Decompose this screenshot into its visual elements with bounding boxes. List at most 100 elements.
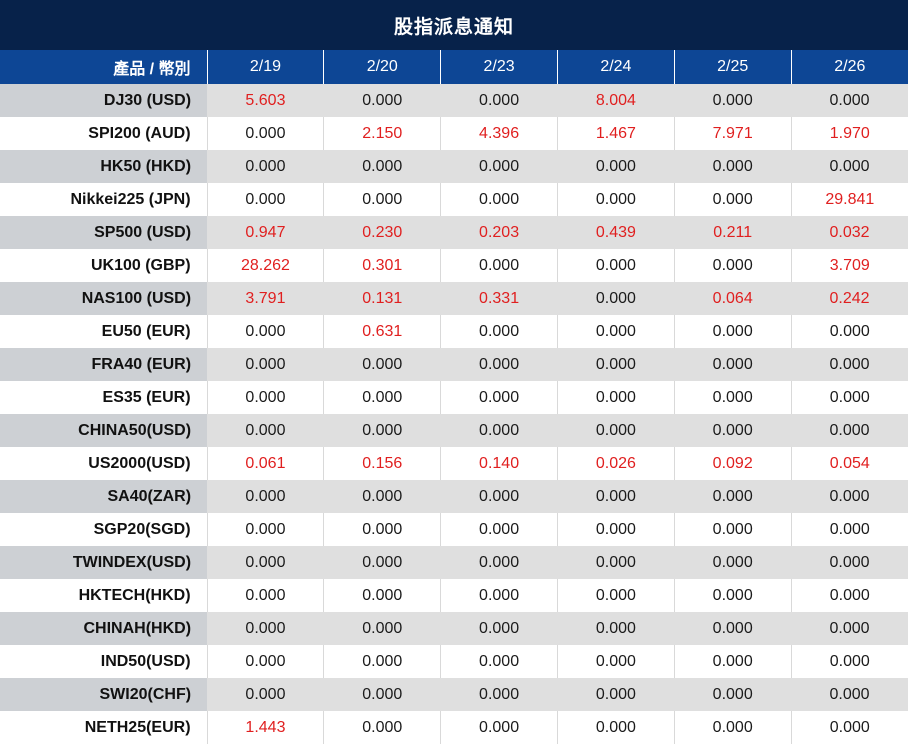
value-cell: 0.000 xyxy=(207,150,324,183)
value-cell: 0.000 xyxy=(206,645,324,678)
value-cell: 0.000 xyxy=(323,645,441,678)
value-cell: 0.000 xyxy=(674,612,792,645)
value-cell: 0.000 xyxy=(557,282,675,315)
table-row: CHINA50(USD) 0.000 0.000 0.000 0.000 0.000 0.0… xyxy=(0,414,908,447)
value-cell: 0.000 xyxy=(440,414,558,447)
value-cell: 0.000 xyxy=(674,84,792,117)
value-cell: 0.000 xyxy=(440,711,558,744)
value-cell: 0.000 xyxy=(440,645,558,678)
value-cell: 0.000 xyxy=(790,711,908,744)
value-cell: 2.150 xyxy=(323,117,441,150)
table-row: HK50 (HKD) 0.000 0.000 0.000 0.000 0.000 0.000 xyxy=(0,150,908,183)
value-cell: 0.000 xyxy=(556,315,675,348)
date-header: 2/19 xyxy=(206,50,324,84)
value-cell: 29.841 xyxy=(790,183,908,216)
value-cell: 0.000 xyxy=(790,381,908,414)
value-cell: 0.061 xyxy=(206,447,324,480)
value-cell: 0.000 xyxy=(673,381,792,414)
product-cell: EU50 (EUR) xyxy=(0,315,208,348)
value-cell: 5.603 xyxy=(207,84,324,117)
value-cell: 0.000 xyxy=(323,711,441,744)
value-cell: 0.000 xyxy=(323,480,441,513)
value-cell: 0.000 xyxy=(206,381,324,414)
value-cell: 0.000 xyxy=(323,546,441,579)
value-cell: 0.000 xyxy=(323,183,441,216)
value-cell: 0.631 xyxy=(323,315,441,348)
value-cell: 0.000 xyxy=(207,348,324,381)
value-cell: 0.000 xyxy=(791,546,908,579)
value-cell: 1.443 xyxy=(206,711,324,744)
table-row: SPI200 (AUD) 0.000 2.150 4.396 1.467 7.971 1.9… xyxy=(0,117,908,150)
product-cell: NETH25(EUR) xyxy=(0,711,208,744)
value-cell: 0.000 xyxy=(791,612,908,645)
table-row: EU50 (EUR) 0.000 0.631 0.000 0.000 0.000 0.000 xyxy=(0,315,908,348)
table-row: TWINDEX(USD) 0.000 0.000 0.000 0.000 0.000 0.0… xyxy=(0,546,908,579)
value-cell: 0.000 xyxy=(791,414,908,447)
value-cell: 0.000 xyxy=(207,546,324,579)
value-cell: 0.000 xyxy=(791,678,908,711)
table-row: SGP20(SGD) 0.000 0.000 0.000 0.000 0.000 0.000 xyxy=(0,513,908,546)
value-cell: 0.000 xyxy=(673,579,792,612)
value-cell: 0.000 xyxy=(323,84,441,117)
product-cell: CHINAH(HKD) xyxy=(0,612,208,645)
table-row: US2000(USD) 0.061 0.156 0.140 0.026 0.092 0.05… xyxy=(0,447,908,480)
value-cell: 0.000 xyxy=(674,480,792,513)
value-cell: 0.211 xyxy=(674,216,792,249)
table-row: DJ30 (USD) 5.603 0.000 0.000 8.004 0.000 0.000 xyxy=(0,84,908,117)
value-cell: 0.064 xyxy=(674,282,792,315)
value-cell: 0.000 xyxy=(791,84,908,117)
value-cell: 0.000 xyxy=(323,678,441,711)
value-cell: 0.000 xyxy=(556,249,675,282)
value-cell: 0.439 xyxy=(557,216,675,249)
value-cell: 3.709 xyxy=(790,249,908,282)
table-row: FRA40 (EUR) 0.000 0.000 0.000 0.000 0.000 0.00… xyxy=(0,348,908,381)
value-cell: 0.000 xyxy=(790,645,908,678)
value-cell: 0.000 xyxy=(790,513,908,546)
date-header: 2/25 xyxy=(673,50,792,84)
value-cell: 0.000 xyxy=(323,513,441,546)
value-cell: 0.947 xyxy=(207,216,324,249)
value-cell: 0.000 xyxy=(674,414,792,447)
value-cell: 0.000 xyxy=(791,480,908,513)
value-cell: 0.000 xyxy=(673,249,792,282)
product-cell: SWI20(CHF) xyxy=(0,678,208,711)
value-cell: 0.000 xyxy=(323,348,441,381)
value-cell: 0.000 xyxy=(790,579,908,612)
value-cell: 0.000 xyxy=(440,678,558,711)
value-cell: 0.000 xyxy=(440,249,558,282)
value-cell: 0.000 xyxy=(674,546,792,579)
value-cell: 0.000 xyxy=(556,183,675,216)
product-cell: HKTECH(HKD) xyxy=(0,579,208,612)
product-cell: Nikkei225 (JPN) xyxy=(0,183,208,216)
value-cell: 0.000 xyxy=(791,348,908,381)
value-cell: 0.000 xyxy=(440,546,558,579)
value-cell: 0.000 xyxy=(207,612,324,645)
value-cell: 0.000 xyxy=(791,150,908,183)
value-cell: 0.000 xyxy=(557,546,675,579)
value-cell: 0.000 xyxy=(673,711,792,744)
value-cell: 0.000 xyxy=(674,678,792,711)
value-cell: 0.054 xyxy=(790,447,908,480)
value-cell: 0.000 xyxy=(674,150,792,183)
value-cell: 0.000 xyxy=(440,381,558,414)
value-cell: 4.396 xyxy=(440,117,558,150)
value-cell: 0.156 xyxy=(323,447,441,480)
date-header: 2/26 xyxy=(790,50,908,84)
product-currency-header: 產品 / 幣別 xyxy=(0,50,208,84)
dividend-table: 產品 / 幣別 2/19 2/20 2/23 2/24 2/25 2/26 DJ30 (U… xyxy=(0,50,908,744)
product-cell: FRA40 (EUR) xyxy=(0,348,208,381)
table-row: CHINAH(HKD) 0.000 0.000 0.000 0.000 0.000 0.00… xyxy=(0,612,908,645)
value-cell: 0.000 xyxy=(207,414,324,447)
value-cell: 0.000 xyxy=(323,150,441,183)
value-cell: 0.000 xyxy=(323,414,441,447)
product-cell: UK100 (GBP) xyxy=(0,249,208,282)
table-row: NAS100 (USD) 3.791 0.131 0.331 0.000 0.064 0.2… xyxy=(0,282,908,315)
value-cell: 0.000 xyxy=(556,711,675,744)
value-cell: 0.203 xyxy=(440,216,558,249)
table-row: SP500 (USD) 0.947 0.230 0.203 0.439 0.211 0.03… xyxy=(0,216,908,249)
value-cell: 0.000 xyxy=(207,480,324,513)
value-cell: 0.000 xyxy=(440,579,558,612)
value-cell: 28.262 xyxy=(206,249,324,282)
product-cell: HK50 (HKD) xyxy=(0,150,208,183)
